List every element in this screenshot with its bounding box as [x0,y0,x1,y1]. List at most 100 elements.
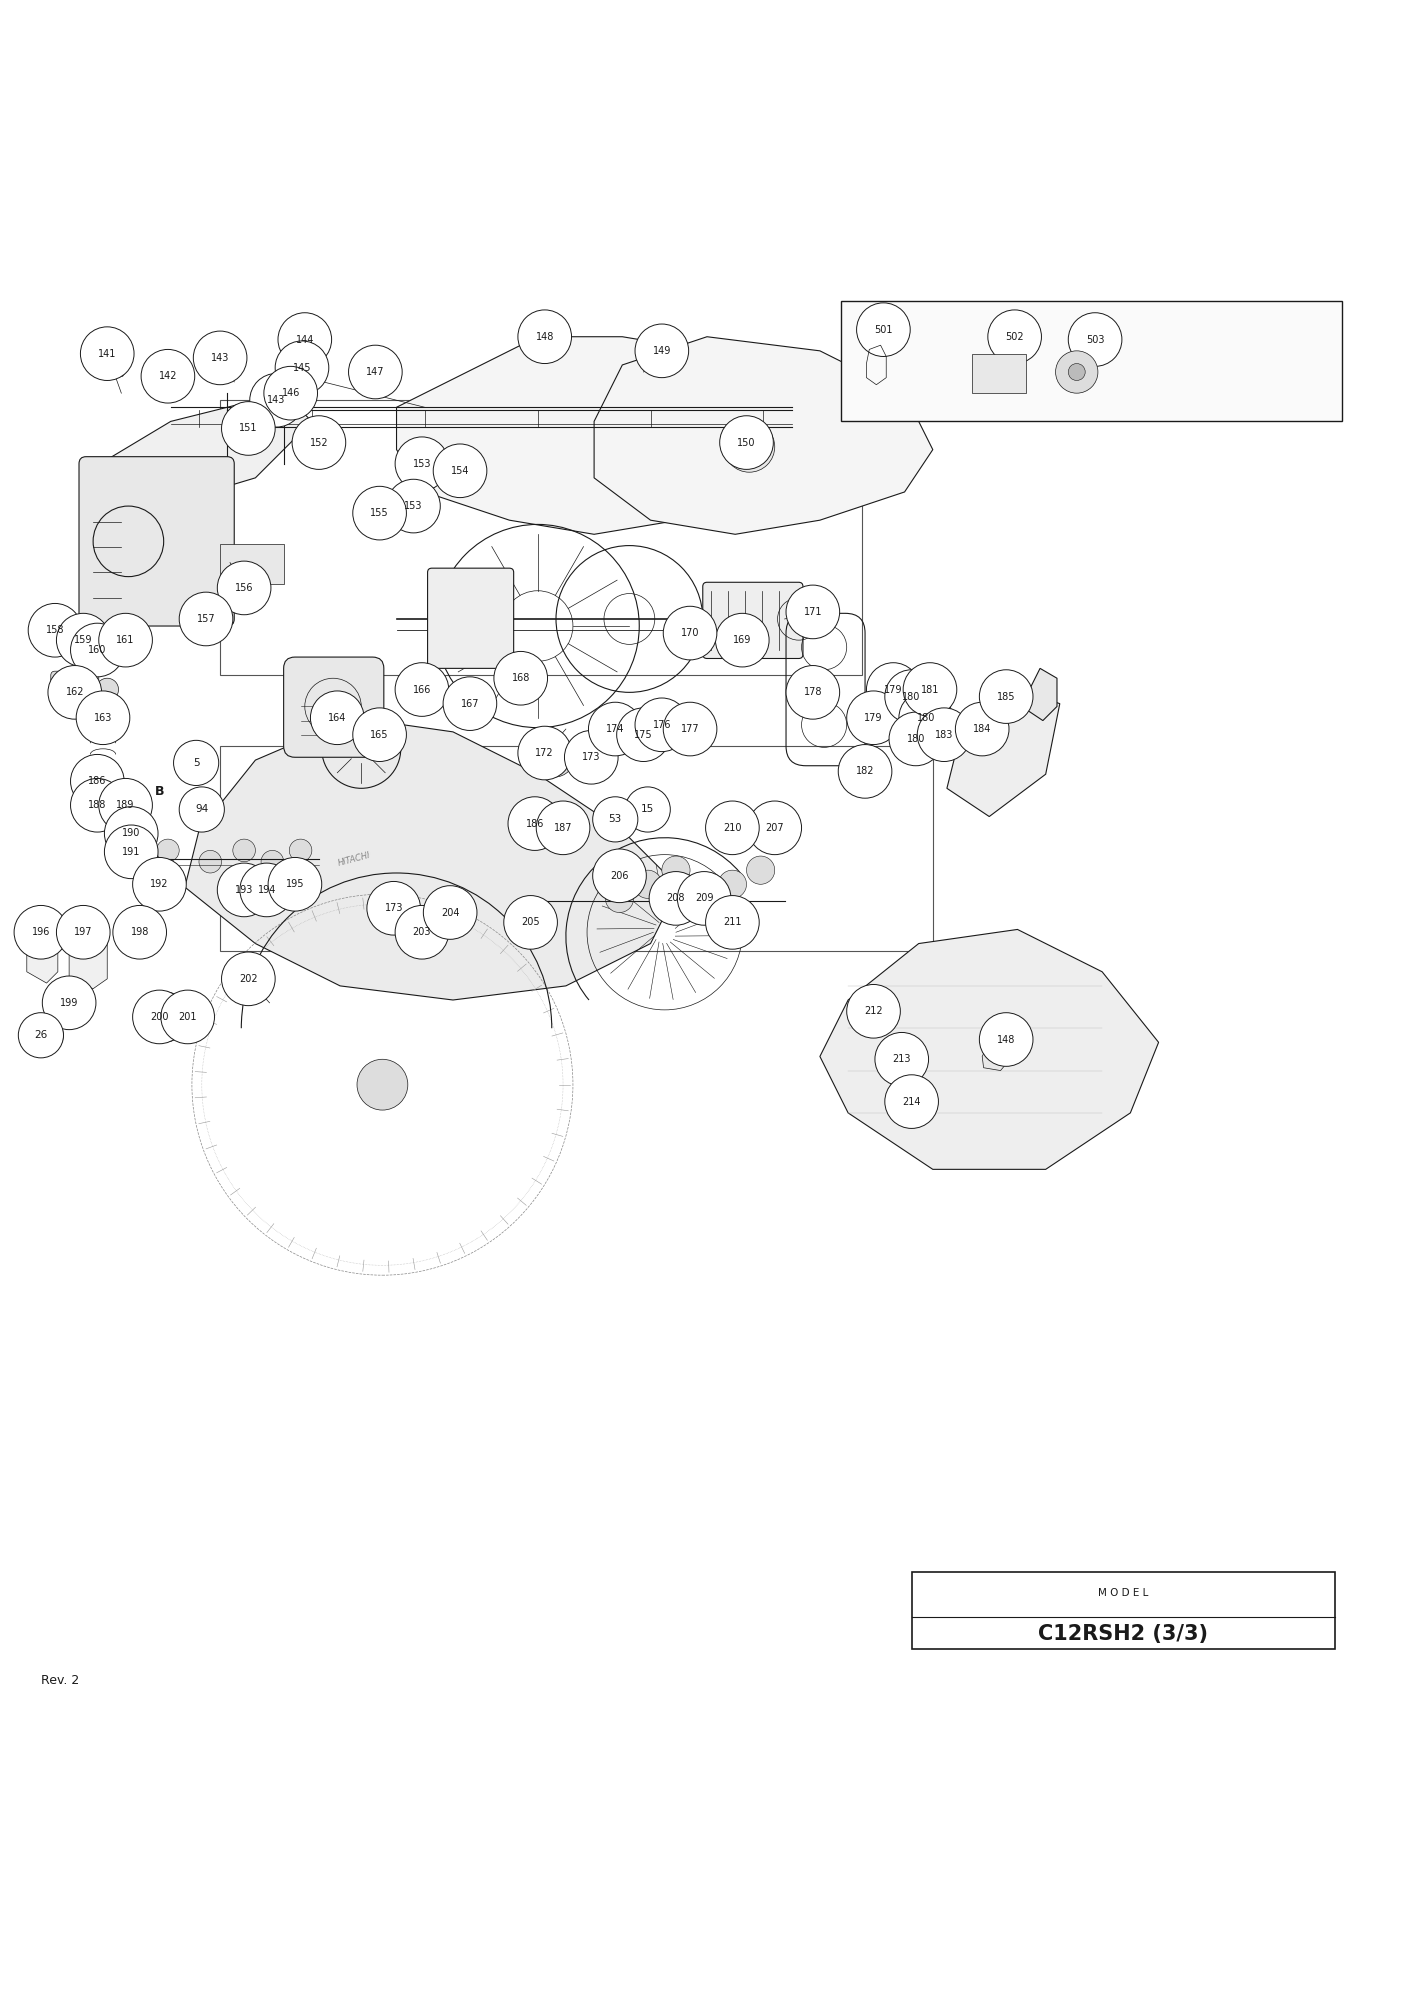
Text: 26: 26 [34,1030,48,1040]
Circle shape [706,896,759,950]
Circle shape [222,402,276,456]
Circle shape [980,670,1034,724]
Text: 200: 200 [150,1012,168,1022]
Circle shape [615,812,629,826]
Text: 174: 174 [607,724,625,734]
Text: 141: 141 [98,348,116,358]
Circle shape [706,802,759,854]
Circle shape [493,652,547,706]
Circle shape [724,422,775,472]
Text: 155: 155 [370,508,389,518]
Circle shape [534,738,574,778]
Circle shape [889,712,943,766]
Circle shape [264,366,318,420]
Circle shape [133,858,187,912]
Polygon shape [100,394,312,520]
Circle shape [105,826,158,878]
Text: 208: 208 [667,894,686,904]
Polygon shape [69,926,107,988]
Text: 143: 143 [267,396,286,406]
Text: 185: 185 [997,692,1015,702]
Circle shape [141,350,195,404]
Circle shape [690,884,718,912]
Text: 153: 153 [413,458,431,468]
Bar [973,354,1027,394]
Circle shape [218,864,271,916]
Circle shape [222,952,276,1006]
Circle shape [518,726,571,780]
Circle shape [625,786,670,832]
Circle shape [395,662,448,716]
Text: 172: 172 [536,748,554,758]
Circle shape [133,990,187,1044]
Circle shape [352,486,406,540]
Circle shape [839,744,892,798]
Text: B: B [154,784,164,798]
Circle shape [180,786,225,832]
Circle shape [786,586,840,638]
Text: 213: 213 [892,1054,911,1064]
Circle shape [443,676,496,730]
Text: 150: 150 [737,438,755,448]
Circle shape [885,670,939,724]
Text: M O D E L: M O D E L [1099,1588,1148,1598]
Text: 158: 158 [45,626,64,636]
Circle shape [1056,350,1097,394]
Circle shape [857,302,911,356]
Circle shape [161,990,215,1044]
Text: 180: 180 [916,712,935,722]
Circle shape [54,678,76,700]
Circle shape [885,1074,939,1128]
Text: 196: 196 [31,928,49,938]
Polygon shape [185,718,679,1000]
Circle shape [592,796,638,842]
Circle shape [847,690,901,744]
Circle shape [356,1060,407,1110]
Text: 184: 184 [973,724,991,734]
Text: 154: 154 [451,466,469,476]
Circle shape [28,604,82,658]
Text: 159: 159 [74,636,92,646]
Circle shape [293,416,346,470]
Circle shape [847,984,901,1038]
Circle shape [386,480,440,532]
Text: 186: 186 [526,818,544,828]
Circle shape [48,666,102,720]
Text: 165: 165 [370,730,389,740]
Polygon shape [983,1028,1015,1070]
FancyBboxPatch shape [51,672,99,706]
Circle shape [109,628,126,644]
Circle shape [592,848,646,902]
Text: 151: 151 [239,424,257,434]
Text: 146: 146 [281,388,300,398]
Text: 53: 53 [608,814,622,824]
Text: 180: 180 [902,692,921,702]
Text: 190: 190 [122,828,140,838]
Text: 207: 207 [765,822,783,832]
Text: 157: 157 [197,614,215,624]
Text: 189: 189 [116,800,134,810]
Circle shape [588,702,642,756]
Circle shape [204,802,218,816]
Circle shape [180,592,233,646]
Text: 202: 202 [239,974,257,984]
Circle shape [195,756,209,770]
Text: 166: 166 [413,684,431,694]
Circle shape [663,606,717,660]
Text: 173: 173 [385,904,403,914]
Circle shape [269,858,322,912]
Text: 94: 94 [195,804,208,814]
Circle shape [677,872,731,926]
Text: 192: 192 [150,880,168,890]
Polygon shape [396,336,792,534]
Text: 501: 501 [874,324,892,334]
Polygon shape [990,676,1021,724]
Text: 201: 201 [178,1012,197,1022]
Text: 5: 5 [192,758,199,768]
Text: 186: 186 [88,776,106,786]
Circle shape [1068,364,1085,380]
Circle shape [508,796,561,850]
Text: 161: 161 [116,636,134,646]
Polygon shape [1027,668,1058,720]
Circle shape [262,850,284,872]
